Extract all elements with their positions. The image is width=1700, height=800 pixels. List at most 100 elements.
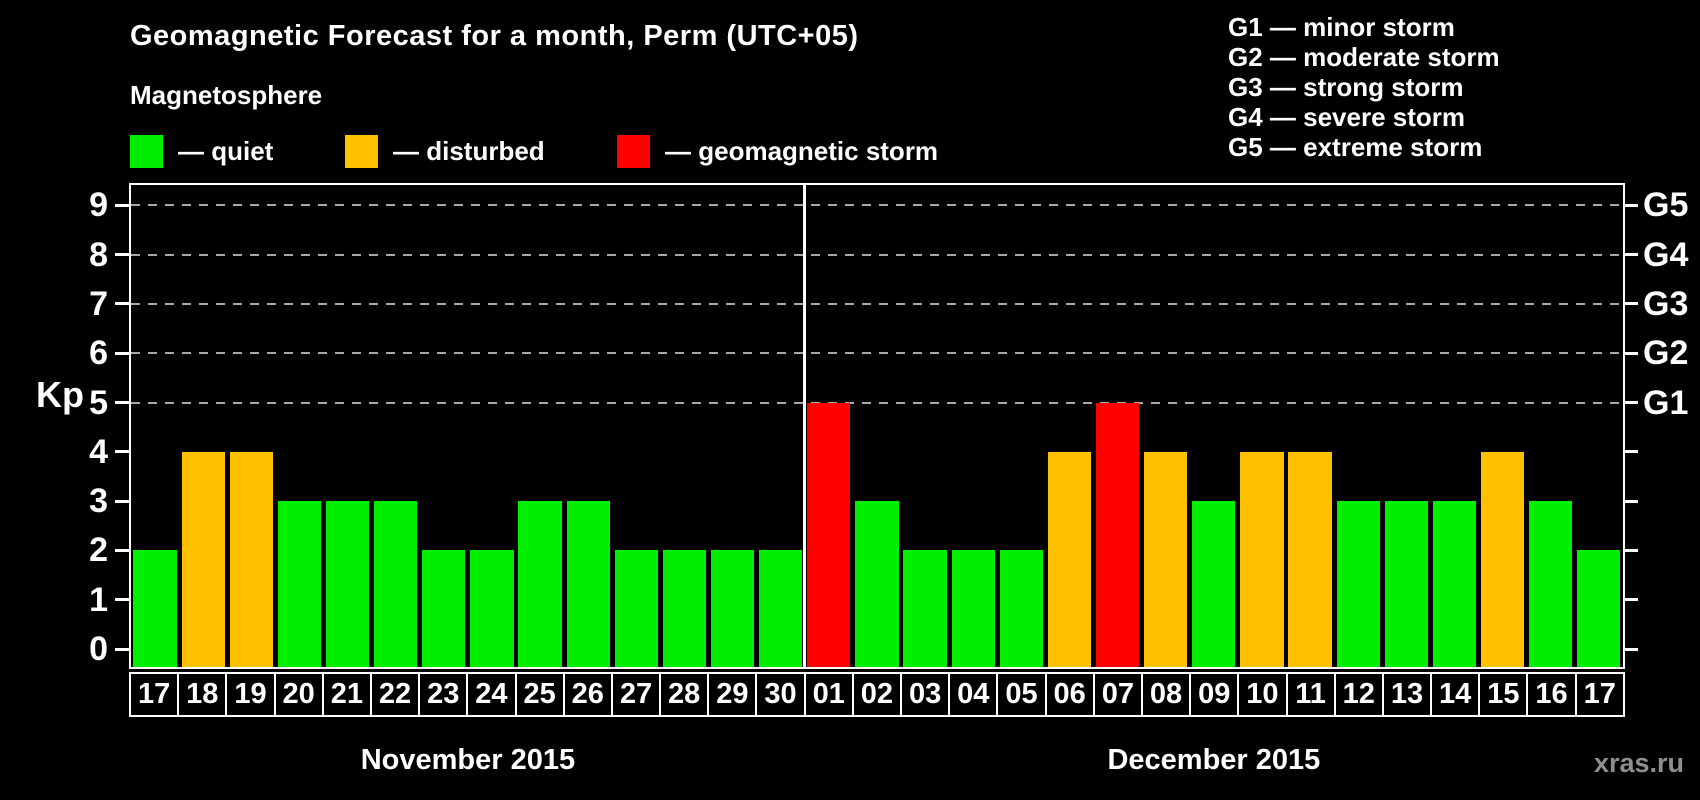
bar-slot-dec-01 [805, 185, 853, 667]
date-box-dec-06: 06 [1044, 672, 1095, 717]
bar-slot-dec-09 [1190, 185, 1238, 667]
bar-slot-nov-18 [179, 185, 227, 667]
y-axis-label: Kp [36, 374, 84, 415]
month-label-november: November 2015 [360, 744, 576, 776]
date-box-dec-16: 16 [1526, 672, 1577, 717]
kp-bar-dec-08 [1144, 451, 1188, 667]
kp-bar-nov-27 [614, 550, 658, 667]
storm-scale-item-g2: G2 — moderate storm [1228, 42, 1500, 72]
kp-gridline-8 [131, 253, 1623, 256]
kp-bar-dec-03 [903, 550, 947, 667]
bar-slot-dec-12 [1334, 185, 1382, 667]
kp-bar-nov-20 [277, 501, 322, 667]
date-axis: 17 18 19 20 21 22 23 24 25 26 27 28 29 30 01 02 03 04 05 06… [129, 672, 1625, 717]
kp-tick-label-5: 5 [89, 383, 108, 422]
kp-bar-dec-02 [855, 501, 899, 667]
bar-slot-dec-17 [1575, 185, 1623, 667]
bar-slot-nov-30 [757, 185, 805, 667]
bar-slot-nov-25 [516, 185, 564, 667]
legend-label: — geomagnetic storm [665, 135, 939, 166]
bar-slot-nov-20 [275, 185, 323, 667]
kp-tick-right-8 [1624, 253, 1638, 257]
date-box-dec-05: 05 [996, 672, 1047, 717]
bar-slot-nov-23 [420, 185, 468, 667]
kp-gridline-6 [131, 352, 1623, 355]
disturbed-swatch [345, 134, 378, 168]
date-box-dec-15: 15 [1478, 672, 1529, 717]
date-box-dec-03: 03 [900, 672, 951, 717]
kp-bar-dec-12 [1336, 501, 1380, 667]
kp-tick-label-6: 6 [89, 334, 108, 373]
storm-scale-item-g3: G3 — strong storm [1228, 72, 1464, 102]
kp-bar-nov-21 [325, 501, 370, 667]
kp-gridline-7 [131, 302, 1623, 305]
legend-label: — disturbed [393, 135, 545, 166]
kp-tick-label-3: 3 [89, 482, 108, 521]
kp-bar-dec-09 [1192, 501, 1236, 667]
date-box-nov-28: 28 [659, 672, 710, 717]
watermark: xras.ru [1593, 748, 1684, 778]
kp-tick-label-2: 2 [89, 531, 108, 570]
bar-slot-dec-06 [1045, 185, 1093, 667]
kp-tick-right-9 [1624, 203, 1638, 207]
kp-tick-right-0 [1624, 647, 1638, 651]
kp-tick-label-7: 7 [89, 284, 108, 323]
bar-slot-nov-19 [227, 185, 275, 667]
g-scale-label-g3: G3 [1643, 284, 1689, 323]
kp-tick-left-3 [115, 499, 129, 503]
bar-slot-nov-28 [660, 185, 708, 667]
g-scale-label-g1: G1 [1643, 383, 1689, 422]
kp-bar-nov-29 [710, 550, 755, 667]
kp-tick-left-4 [115, 450, 129, 454]
month-separator-line [803, 185, 807, 667]
bar-slot-nov-29 [709, 185, 757, 667]
date-box-dec-04: 04 [948, 672, 999, 717]
g-scale-label-g2: G2 [1643, 334, 1689, 373]
date-box-nov-29: 29 [707, 672, 758, 717]
kp-bar-nov-18 [181, 451, 225, 667]
kp-tick-left-6 [115, 351, 129, 355]
magnetosphere-label: Magnetosphere [130, 80, 323, 110]
kp-bar-nov-23 [422, 550, 466, 667]
quiet-swatch [130, 134, 163, 168]
kp-bar-nov-30 [759, 550, 803, 667]
bar-slot-dec-10 [1238, 185, 1286, 667]
date-box-nov-21: 21 [321, 672, 372, 717]
kp-bar-dec-17 [1577, 550, 1621, 667]
date-box-dec-10: 10 [1237, 672, 1288, 717]
kp-bar-dec-04 [951, 550, 995, 667]
kp-tick-label-1: 1 [89, 580, 108, 619]
kp-tick-right-1 [1624, 598, 1638, 602]
kp-bar-dec-16 [1529, 501, 1573, 667]
date-box-dec-14: 14 [1430, 672, 1481, 717]
kp-bar-dec-14 [1432, 501, 1477, 667]
date-box-nov-20: 20 [273, 672, 324, 717]
plot-area [129, 183, 1625, 669]
kp-tick-left-9 [115, 203, 129, 207]
kp-tick-left-5 [115, 401, 129, 404]
kp-bar-nov-22 [374, 501, 418, 667]
kp-bar-dec-15 [1480, 451, 1525, 667]
date-box-nov-23: 23 [418, 672, 469, 717]
bar-slot-dec-08 [1142, 185, 1190, 667]
kp-bar-dec-10 [1240, 451, 1284, 667]
gridlines-layer [131, 185, 1623, 667]
bar-slot-nov-21 [324, 185, 372, 667]
kp-tick-label-4: 4 [89, 432, 108, 471]
month-label-december: December 2015 [1107, 744, 1321, 776]
date-box-nov-26: 26 [562, 672, 613, 717]
bar-slot-nov-17 [131, 185, 179, 667]
kp-gridline-9 [131, 204, 1623, 207]
bar-slot-dec-16 [1527, 185, 1575, 667]
kp-tick-right-2 [1624, 548, 1638, 552]
date-box-dec-07: 07 [1092, 672, 1143, 717]
date-box-dec-09: 09 [1189, 672, 1240, 717]
date-box-dec-17: 17 [1574, 672, 1625, 717]
kp-gridline-5 [131, 401, 1623, 404]
kp-tick-label-9: 9 [89, 186, 108, 225]
kp-bar-dec-11 [1288, 451, 1332, 667]
kp-tick-right-5 [1624, 401, 1638, 404]
g-scale-label-g5: G5 [1643, 186, 1689, 225]
date-box-nov-25: 25 [514, 672, 565, 717]
